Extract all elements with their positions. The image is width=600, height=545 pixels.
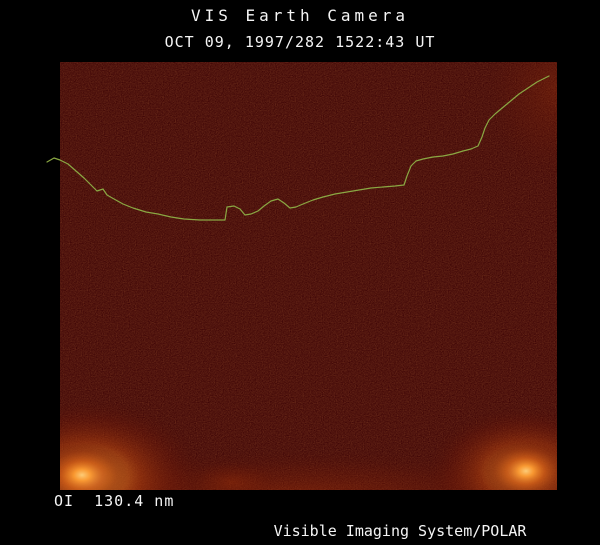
instrument-label: Visible Imaging System/POLAR: [273, 522, 527, 540]
airglow-bottom-right-core: [484, 441, 557, 490]
dayglow-top-right: [481, 62, 557, 185]
wavelength-label: OI 130.4 nm: [54, 492, 175, 510]
airglow-blob-bottom-center: [184, 460, 280, 490]
coastline-overlay: [46, 75, 550, 221]
airglow-bottom-left-core: [60, 443, 128, 490]
image-timestamp: OCT 09, 1997/282 1522:43 UT: [164, 33, 436, 51]
credit-block: Visible Imaging System/POLAR The Univers…: [240, 486, 560, 545]
image-title: VIS Earth Camera: [190, 6, 410, 25]
